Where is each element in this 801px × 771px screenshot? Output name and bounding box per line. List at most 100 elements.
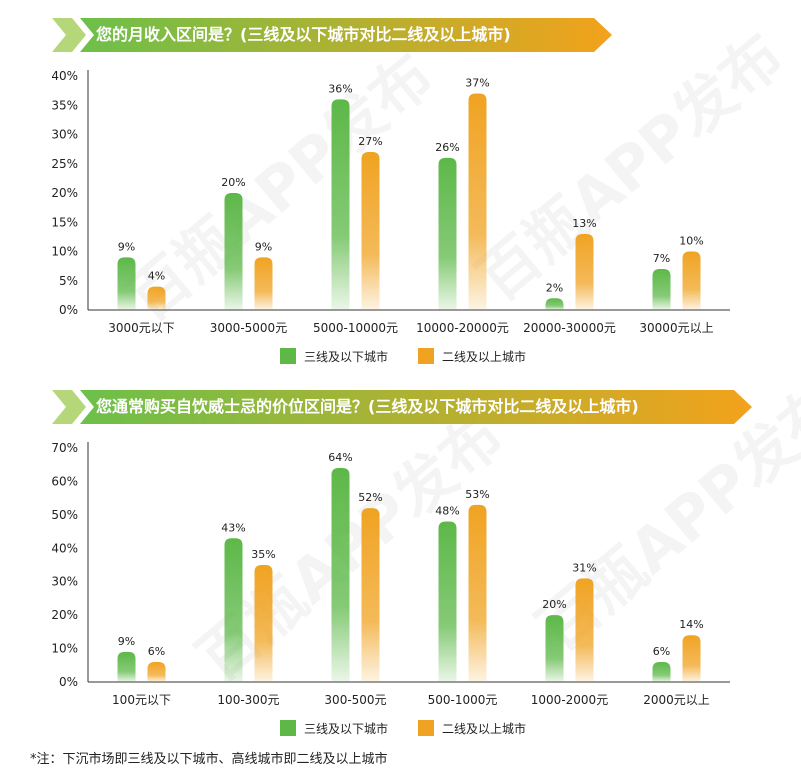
- chevron-icon: [52, 390, 86, 424]
- x-tick-label: 3000-5000元: [210, 321, 287, 335]
- y-tick-label: 0%: [59, 303, 78, 317]
- banner-shape: [52, 18, 612, 52]
- chart-title: 您通常购买自饮威士忌的价位区间是？(三线及以下城市对比二线及以上城市): [96, 397, 639, 416]
- chart-price-range: 0% 10% 20% 30% 40% 50% 60% 70% 9% 6% 100元以下 43% 35% 1…: [0, 432, 801, 744]
- x-tick-label: 300-500元: [324, 693, 386, 707]
- data-label: 27%: [358, 135, 382, 148]
- y-tick-label: 60%: [51, 474, 78, 488]
- legend-swatch: [280, 348, 296, 364]
- legend-swatch: [418, 720, 434, 736]
- data-label: 43%: [221, 521, 245, 534]
- bar-tier3-below: [652, 661, 671, 682]
- data-label: 52%: [358, 491, 382, 504]
- x-tick-label: 10000-20000元: [416, 321, 509, 335]
- bar-tier2-above: [575, 233, 594, 310]
- legend-swatch: [280, 720, 296, 736]
- data-label: 20%: [542, 598, 566, 611]
- y-tick-label: 15%: [51, 215, 78, 229]
- bar-tier2-above: [254, 565, 273, 682]
- legend-label: 二线及以上城市: [442, 349, 526, 364]
- bar-tier3-below: [331, 99, 350, 311]
- y-tick-label: 30%: [51, 128, 78, 142]
- y-tick-label: 40%: [51, 69, 78, 83]
- data-label: 7%: [653, 252, 670, 265]
- y-tick-label: 20%: [51, 186, 78, 200]
- bar-tier3-below: [224, 193, 243, 310]
- data-label: 20%: [221, 176, 245, 189]
- data-label: 53%: [465, 488, 489, 501]
- bar-tier2-above: [147, 286, 166, 310]
- x-tick-label: 100元以下: [112, 693, 171, 707]
- x-tick-label: 100-300元: [217, 693, 279, 707]
- data-label: 31%: [572, 561, 596, 574]
- x-tick-label: 2000元以上: [643, 693, 710, 707]
- x-tick-label: 3000元以下: [108, 321, 175, 335]
- bar-tier3-below: [331, 468, 350, 682]
- chart-canvas: 0% 5% 10% 15% 20% 25% 30% 35% 40% 9% 4% 3000元以下 20% 9…: [51, 69, 730, 364]
- y-tick-label: 5%: [59, 274, 78, 288]
- legend: 三线及以下城市 二线及以上城市: [280, 348, 526, 364]
- bar-tier3-below: [224, 538, 243, 682]
- y-tick-label: 50%: [51, 508, 78, 522]
- y-tick-label: 35%: [51, 98, 78, 112]
- bar-tier2-above: [361, 152, 380, 310]
- data-label: 14%: [679, 618, 703, 631]
- data-label: 48%: [435, 505, 459, 518]
- legend-swatch: [418, 348, 434, 364]
- chart-income: 0% 5% 10% 15% 20% 25% 30% 35% 40% 9% 4% 3000元以下 20% 9…: [0, 60, 801, 372]
- legend-label: 三线及以下城市: [304, 349, 388, 364]
- y-tick-label: 40%: [51, 541, 78, 555]
- bar-tier2-above: [468, 93, 487, 310]
- bar-tier2-above: [147, 661, 166, 682]
- bar-tier2-above: [468, 504, 487, 682]
- data-label: 2%: [546, 281, 563, 294]
- bar-tier2-above: [682, 251, 701, 310]
- chevron-icon: [52, 18, 86, 52]
- data-label: 10%: [679, 235, 703, 248]
- bar-tier3-below: [117, 651, 136, 682]
- x-tick-label: 5000-10000元: [313, 321, 398, 335]
- banner-shape: [52, 390, 752, 424]
- legend-label: 二线及以上城市: [442, 721, 526, 736]
- bar-tier3-below: [438, 521, 457, 682]
- bar-tier3-below: [652, 269, 671, 310]
- data-label: 36%: [328, 82, 352, 95]
- bar-tier3-below: [438, 157, 457, 310]
- x-tick-label: 30000元以上: [639, 321, 713, 335]
- bar-tier2-above: [682, 635, 701, 682]
- y-tick-label: 25%: [51, 157, 78, 171]
- x-tick-label: 1000-2000元: [531, 693, 608, 707]
- chart-title: 您的月收入区间是？(三线及以下城市对比二线及以上城市): [96, 25, 511, 44]
- chart-title-banner-1: 您的月收入区间是？(三线及以下城市对比二线及以上城市): [52, 18, 612, 52]
- data-label: 13%: [572, 217, 596, 230]
- bar-tier3-below: [545, 298, 564, 310]
- data-label: 9%: [255, 240, 272, 253]
- chart-title-banner-2: 您通常购买自饮威士忌的价位区间是？(三线及以下城市对比二线及以上城市): [52, 390, 752, 424]
- data-label: 6%: [148, 645, 165, 658]
- y-tick-label: 70%: [51, 441, 78, 455]
- y-tick-label: 0%: [59, 675, 78, 689]
- data-label: 64%: [328, 451, 352, 464]
- x-tick-label: 500-1000元: [428, 693, 498, 707]
- bar-tier3-below: [117, 257, 136, 310]
- legend: 三线及以下城市 二线及以上城市: [280, 720, 526, 736]
- y-tick-label: 20%: [51, 608, 78, 622]
- y-tick-label: 10%: [51, 245, 78, 259]
- bar-tier3-below: [545, 615, 564, 682]
- data-label: 35%: [251, 548, 275, 561]
- bar-tier2-above: [575, 578, 594, 682]
- data-label: 9%: [118, 635, 135, 648]
- data-label: 37%: [465, 77, 489, 90]
- y-tick-label: 30%: [51, 575, 78, 589]
- chart-canvas: 0% 10% 20% 30% 40% 50% 60% 70% 9% 6% 100元以下 43% 35% 1…: [51, 441, 730, 736]
- data-label: 4%: [148, 270, 165, 283]
- bar-tier2-above: [254, 257, 273, 310]
- data-label: 26%: [435, 141, 459, 154]
- legend-label: 三线及以下城市: [304, 721, 388, 736]
- data-label: 6%: [653, 645, 670, 658]
- y-tick-label: 10%: [51, 642, 78, 656]
- bar-tier2-above: [361, 508, 380, 682]
- data-label: 9%: [118, 240, 135, 253]
- footnote: *注：下沉市场即三线及以下城市、高线城市即二线及以上城市: [30, 752, 388, 767]
- x-tick-label: 20000-30000元: [523, 321, 616, 335]
